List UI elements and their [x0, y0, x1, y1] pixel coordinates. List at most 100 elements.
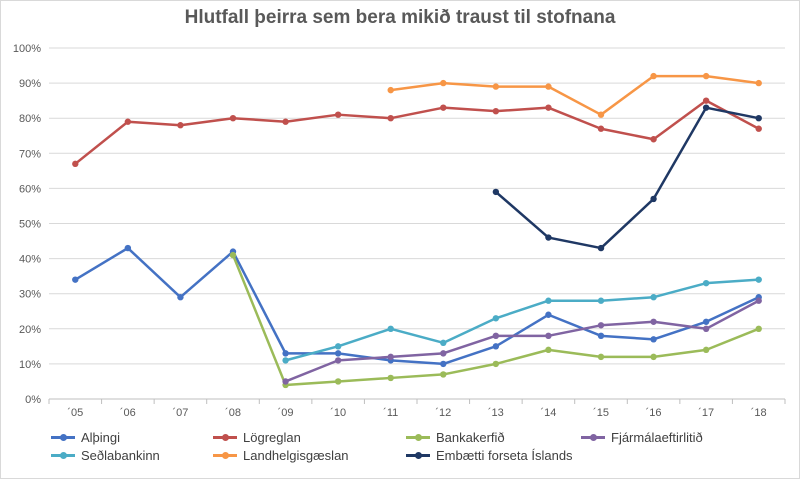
series-1-point: [702, 97, 710, 104]
legend-item: Bankakerfið: [406, 429, 505, 445]
series-3-point: [755, 297, 762, 304]
series-4-point: [440, 339, 447, 347]
x-tick-label: ´10: [330, 407, 346, 419]
legend-label: Alþingi: [81, 429, 121, 445]
series-1-point: [334, 111, 342, 118]
series-0-point: [334, 350, 342, 357]
legend-swatch: [406, 451, 430, 459]
series-3-point: [282, 378, 289, 385]
x-tick-label: ´08: [225, 407, 241, 419]
series-3-point: [545, 332, 552, 340]
series-0-point: [282, 350, 289, 357]
series-3-point: [597, 322, 605, 329]
x-tick-label: ´16: [646, 407, 662, 419]
series-5-point: [702, 72, 710, 80]
x-tick-label: ´07: [172, 407, 188, 419]
x-tick-label: ´05: [67, 407, 83, 419]
series-4-point: [492, 315, 500, 322]
series-4-point: [387, 325, 394, 332]
y-tick-label: 100%: [13, 43, 41, 55]
series-1-point: [492, 107, 500, 115]
legend-label: Lögreglan: [243, 429, 301, 445]
legend-swatch: [51, 451, 75, 459]
series-5-point: [387, 86, 394, 94]
series-4-point: [702, 279, 710, 287]
series-1-point: [755, 125, 762, 132]
x-tick-label: ´13: [488, 407, 504, 419]
series-5-point: [597, 111, 605, 118]
legend-item: Lögreglan: [213, 429, 301, 445]
y-tick-label: 70%: [19, 148, 41, 160]
chart-title: Hlutfall þeirra sem bera mikið traust ti…: [184, 7, 616, 28]
series-0-line: [74, 246, 760, 366]
series-0-point: [702, 318, 710, 325]
y-tick-label: 50%: [19, 219, 41, 231]
series-4-point: [650, 294, 657, 301]
series-3-point: [650, 318, 657, 325]
legend-item: Seðlabankinn: [51, 447, 160, 463]
series-4-point: [282, 357, 289, 364]
series-6-point: [597, 244, 605, 252]
series-3-point: [334, 357, 342, 364]
legend-label: Fjármálaeftirlitið: [611, 429, 703, 445]
y-tick-label: 30%: [19, 289, 41, 301]
series-6-point: [702, 104, 710, 111]
legend-label: Seðlabankinn: [81, 447, 160, 463]
legend-swatch: [406, 433, 430, 441]
series-0-point: [545, 311, 552, 318]
y-tick-label: 0%: [25, 394, 41, 406]
series-1-point: [124, 118, 132, 125]
x-tick-label: ´06: [120, 407, 136, 419]
legend-item: Embætti forseta Íslands: [406, 447, 573, 463]
series-6-line: [494, 106, 760, 250]
series-0-point: [72, 276, 79, 283]
series-2-point: [702, 346, 710, 354]
legend-label: Bankakerfið: [436, 429, 505, 445]
series-5-line: [389, 74, 760, 116]
series-2-point: [597, 353, 605, 361]
series-6-point: [650, 195, 657, 203]
x-tick-label: ´15: [593, 407, 609, 419]
series-2-point: [492, 360, 500, 368]
series-1-point: [72, 160, 79, 168]
series-0-point: [124, 244, 132, 252]
series-5-point: [440, 79, 447, 87]
series-1-point: [177, 122, 184, 129]
series-5-point: [545, 83, 552, 90]
series-1-point: [440, 104, 447, 111]
x-tick-label: ´18: [751, 407, 767, 419]
legend-item: Fjármálaeftirlitið: [581, 429, 703, 445]
series-2-point: [387, 374, 394, 382]
y-tick-label: 90%: [19, 78, 41, 90]
legend-swatch: [213, 451, 237, 459]
series-3-point: [492, 332, 500, 340]
legend-item: Alþingi: [51, 429, 120, 445]
legend-label: Embætti forseta Íslands: [436, 447, 573, 463]
series-4-point: [755, 276, 762, 283]
series-6-point: [545, 234, 552, 241]
series-6-point: [755, 115, 762, 122]
series-1-point: [387, 115, 394, 122]
series-6-point: [492, 188, 500, 196]
series-1-point: [597, 125, 605, 132]
series-5-point: [755, 79, 762, 87]
series-1-point: [650, 136, 657, 143]
series-0-point: [440, 360, 447, 368]
legend-swatch: [581, 433, 605, 441]
series-3-line: [284, 299, 760, 383]
series-1-point: [229, 115, 237, 122]
legend-item: Landhelgisgæslan: [213, 447, 349, 463]
y-tick-label: 20%: [19, 324, 41, 336]
series-0-point: [492, 343, 500, 350]
series-3-point: [702, 325, 710, 332]
series-2-point: [545, 346, 552, 354]
y-tick-label: 10%: [19, 359, 41, 371]
series-2-point: [229, 251, 237, 259]
x-tick-label: ´11: [383, 407, 398, 419]
x-tick-label: ´14: [540, 407, 556, 419]
series-5-point: [492, 83, 500, 90]
series-3-point: [387, 353, 394, 361]
y-tick-label: 40%: [19, 254, 41, 266]
